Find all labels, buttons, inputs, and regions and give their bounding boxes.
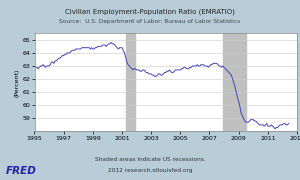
- Text: 2012 research.stlouisfed.org: 2012 research.stlouisfed.org: [108, 168, 192, 173]
- Bar: [126, 33, 135, 131]
- Text: FRED: FRED: [6, 166, 37, 176]
- Bar: [223, 33, 246, 131]
- Text: Source:  U.S. Department of Labor: Bureau of Labor Statistics: Source: U.S. Department of Labor: Bureau…: [59, 19, 241, 24]
- Text: Civilian Employment-Population Ratio (EMRATIO): Civilian Employment-Population Ratio (EM…: [65, 8, 235, 15]
- Y-axis label: (Percent): (Percent): [15, 68, 20, 96]
- Text: Shaded areas indicate US recessions.: Shaded areas indicate US recessions.: [94, 157, 206, 162]
